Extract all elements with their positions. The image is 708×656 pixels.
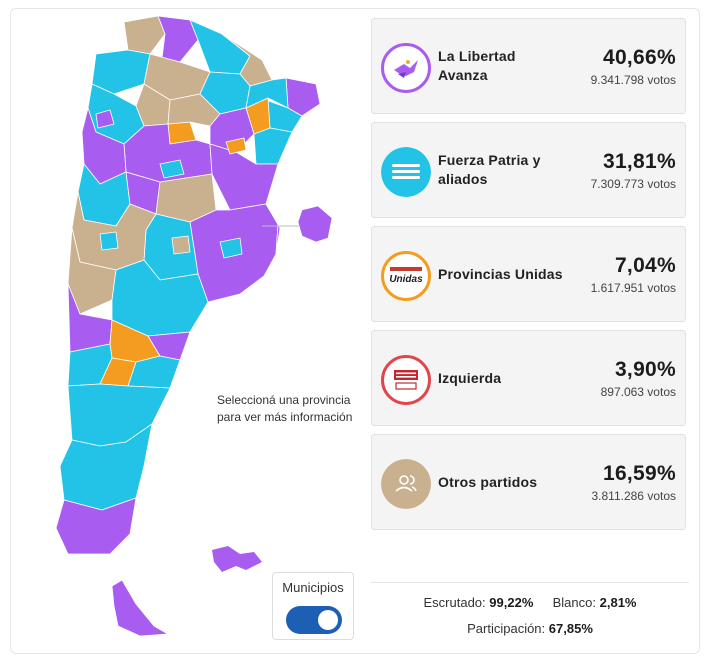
provincias-unidas-logo-text: Unidas [389, 274, 423, 285]
party-votes: 9.341.798 votos [590, 73, 676, 87]
party-card-otros-partidos[interactable]: Otros partidos 16,59% 3.811.286 votos [371, 434, 686, 530]
municipio-cluster-2[interactable] [225, 137, 247, 155]
party-name: Otros partidos [438, 435, 568, 529]
party-name: La Libertad Avanza [438, 19, 568, 113]
province-chubut-coast[interactable] [127, 355, 181, 389]
province-tierra-del-fuego[interactable] [111, 579, 169, 637]
participacion-value: 67,85% [548, 621, 593, 636]
party-name-line1: Otros partidos [438, 473, 538, 490]
municipio-cluster-6[interactable] [95, 109, 115, 129]
party-percentage: 16,59% [602, 462, 676, 485]
party-votes: 7.309.773 votos [590, 177, 676, 191]
municipios-toggle[interactable] [286, 606, 342, 634]
party-card-fuerza-patria[interactable]: Fuerza Patria y aliados 31,81% 7.309.773… [371, 122, 686, 218]
party-name: Fuerza Patria y aliados [438, 123, 568, 217]
blanco-label: Blanco: [552, 595, 596, 610]
party-percentage: 7,04% [614, 254, 676, 277]
province-jujuy[interactable] [123, 15, 166, 55]
amba-zoom[interactable] [297, 205, 333, 243]
province-santa-cruz-center[interactable] [59, 423, 153, 511]
people-icon [381, 459, 431, 509]
party-name-line2: Avanza [438, 67, 488, 83]
province-santa-cruz-south[interactable] [55, 497, 137, 555]
party-name: Provincias Unidas [438, 227, 568, 321]
results-summary: Escrutado: 99,22% Blanco: 2,81% Particip… [371, 582, 689, 636]
escrutado-value: 99,22% [489, 595, 534, 610]
party-card-la-libertad-avanza[interactable]: La Libertad Avanza 40,66% 9.341.798 voto… [371, 18, 686, 114]
party-percentage: 40,66% [602, 46, 676, 69]
libertad-avanza-logo [381, 43, 431, 93]
municipios-label: Municipios [282, 580, 344, 595]
province-buenos-aires-coast[interactable] [265, 203, 281, 255]
province-santa-cruz-north[interactable] [67, 383, 171, 447]
malvinas-islands[interactable] [212, 546, 262, 572]
party-name-line2: aliados [438, 171, 488, 187]
argentina-map[interactable] [40, 14, 340, 644]
map-hint-line2: para ver más información [217, 410, 353, 424]
province-entre-rios-north[interactable] [253, 127, 293, 165]
province-santa-fe[interactable] [209, 143, 279, 211]
municipio-cluster-5[interactable] [99, 231, 119, 251]
party-percentage: 3,90% [614, 358, 676, 381]
party-results-list: La Libertad Avanza 40,66% 9.341.798 voto… [371, 18, 686, 538]
provincias-unidas-logo: Unidas [381, 251, 431, 301]
summary-row-1: Escrutado: 99,22% Blanco: 2,81% [371, 595, 689, 610]
party-votes: 3.811.286 votos [591, 489, 676, 503]
party-name-line1: La Libertad [438, 48, 516, 64]
frente-izquierda-logo [381, 355, 431, 405]
province-catamarca[interactable] [91, 49, 151, 95]
blanco-value: 2,81% [599, 595, 637, 610]
municipio-cluster-1[interactable] [159, 159, 185, 179]
party-name-line1: Provincias Unidas [438, 265, 563, 282]
municipio-cluster-4[interactable] [171, 235, 191, 255]
fuerza-patria-logo [381, 147, 431, 197]
map-hint: Seleccioná una provincia para ver más in… [217, 392, 367, 426]
summary-row-2: Participación: 67,85% [371, 621, 689, 636]
party-card-izquierda[interactable]: Izquierda 3,90% 897.063 votos [371, 330, 686, 426]
province-rio-negro-north[interactable] [111, 259, 209, 337]
party-percentage: 31,81% [602, 150, 676, 173]
party-name: Izquierda [438, 331, 568, 425]
toggle-knob [318, 610, 338, 630]
party-card-provincias-unidas[interactable]: Unidas Provincias Unidas 7,04% 1.617.951… [371, 226, 686, 322]
participacion-label: Participación: [467, 621, 546, 636]
map-hint-line1: Seleccioná una provincia [217, 393, 351, 407]
party-name-line1: Fuerza Patria y [438, 152, 541, 168]
party-votes: 897.063 votos [600, 385, 676, 399]
party-name-line1: Izquierda [438, 369, 502, 386]
escrutado-label: Escrutado: [423, 595, 486, 610]
party-votes: 1.617.951 votos [590, 281, 676, 295]
municipios-control: Municipios [272, 572, 354, 640]
municipio-cluster-3[interactable] [219, 237, 243, 259]
